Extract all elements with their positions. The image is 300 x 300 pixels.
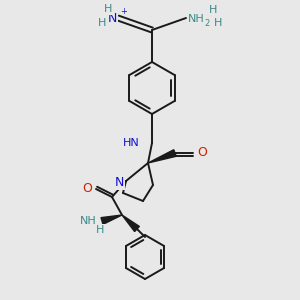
Polygon shape [122, 215, 140, 232]
Text: +: + [120, 8, 127, 16]
Text: NH: NH [188, 14, 205, 24]
Text: H: H [214, 18, 222, 28]
Polygon shape [148, 150, 176, 163]
Text: H: H [96, 225, 104, 235]
Text: NH: NH [80, 216, 97, 226]
Text: HN: HN [123, 138, 140, 148]
Text: H: H [98, 18, 106, 28]
Polygon shape [101, 215, 122, 224]
Text: N: N [108, 13, 117, 26]
Text: 2: 2 [204, 19, 209, 28]
Text: O: O [82, 182, 92, 196]
Text: H: H [209, 5, 217, 15]
Text: H: H [104, 4, 112, 14]
Text: O: O [197, 146, 207, 160]
Text: N: N [115, 176, 124, 190]
